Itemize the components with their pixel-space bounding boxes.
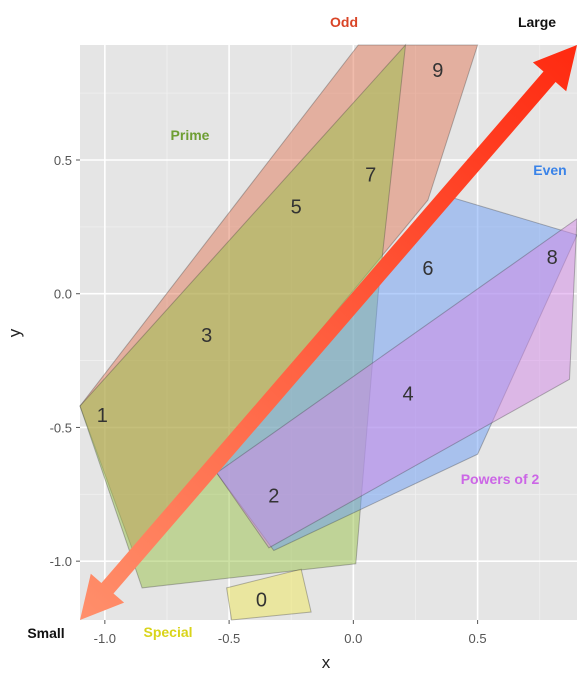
- x-tick-label: -1.0: [94, 631, 116, 646]
- size-arrow-shape: [80, 45, 577, 620]
- number-label: 4: [402, 384, 413, 406]
- number-label: 6: [422, 258, 433, 280]
- number-label: 8: [547, 247, 558, 269]
- number-label: 5: [291, 196, 302, 218]
- size-arrow: Small Large: [27, 14, 577, 641]
- y-tick-label: -1.0: [50, 554, 72, 569]
- group-label-prime: Prime: [171, 127, 210, 143]
- axes: x y -1.0 -0.5 0.0 0.5 -1.0 -0.5 0.0 0.5: [5, 153, 487, 672]
- number-label: 2: [268, 485, 279, 507]
- y-tick-label: 0.5: [54, 153, 72, 168]
- number-label: 7: [365, 164, 376, 186]
- group-label-special: Special: [143, 624, 192, 640]
- arrow-start-label: Small: [27, 625, 64, 641]
- group-label-odd: Odd: [330, 14, 358, 30]
- x-tick-label: 0.5: [469, 631, 487, 646]
- number-label: 9: [432, 60, 443, 82]
- polygon-special: [226, 568, 312, 621]
- group-label-powers-of-2: Powers of 2: [461, 471, 540, 487]
- y-tick-label: -0.5: [50, 420, 72, 435]
- group-label-even: Even: [533, 162, 566, 178]
- y-tick-label: 0.0: [54, 287, 72, 302]
- y-axis-title: y: [5, 328, 24, 337]
- group-polygons: [79, 43, 577, 621]
- arrow-end-label: Large: [518, 14, 556, 30]
- x-axis-title: x: [322, 653, 331, 672]
- x-tick-label: 0.0: [344, 631, 362, 646]
- x-tick-label: -0.5: [218, 631, 240, 646]
- group-labels: Odd Prime Even Powers of 2 Special: [143, 14, 566, 640]
- number-labels: 0 1 2 3 4 5 6 7 8 9: [97, 60, 558, 612]
- number-label: 3: [201, 325, 212, 347]
- number-label: 1: [97, 405, 108, 427]
- number-label: 0: [256, 590, 267, 612]
- polygon-powers-of-2: [216, 218, 577, 549]
